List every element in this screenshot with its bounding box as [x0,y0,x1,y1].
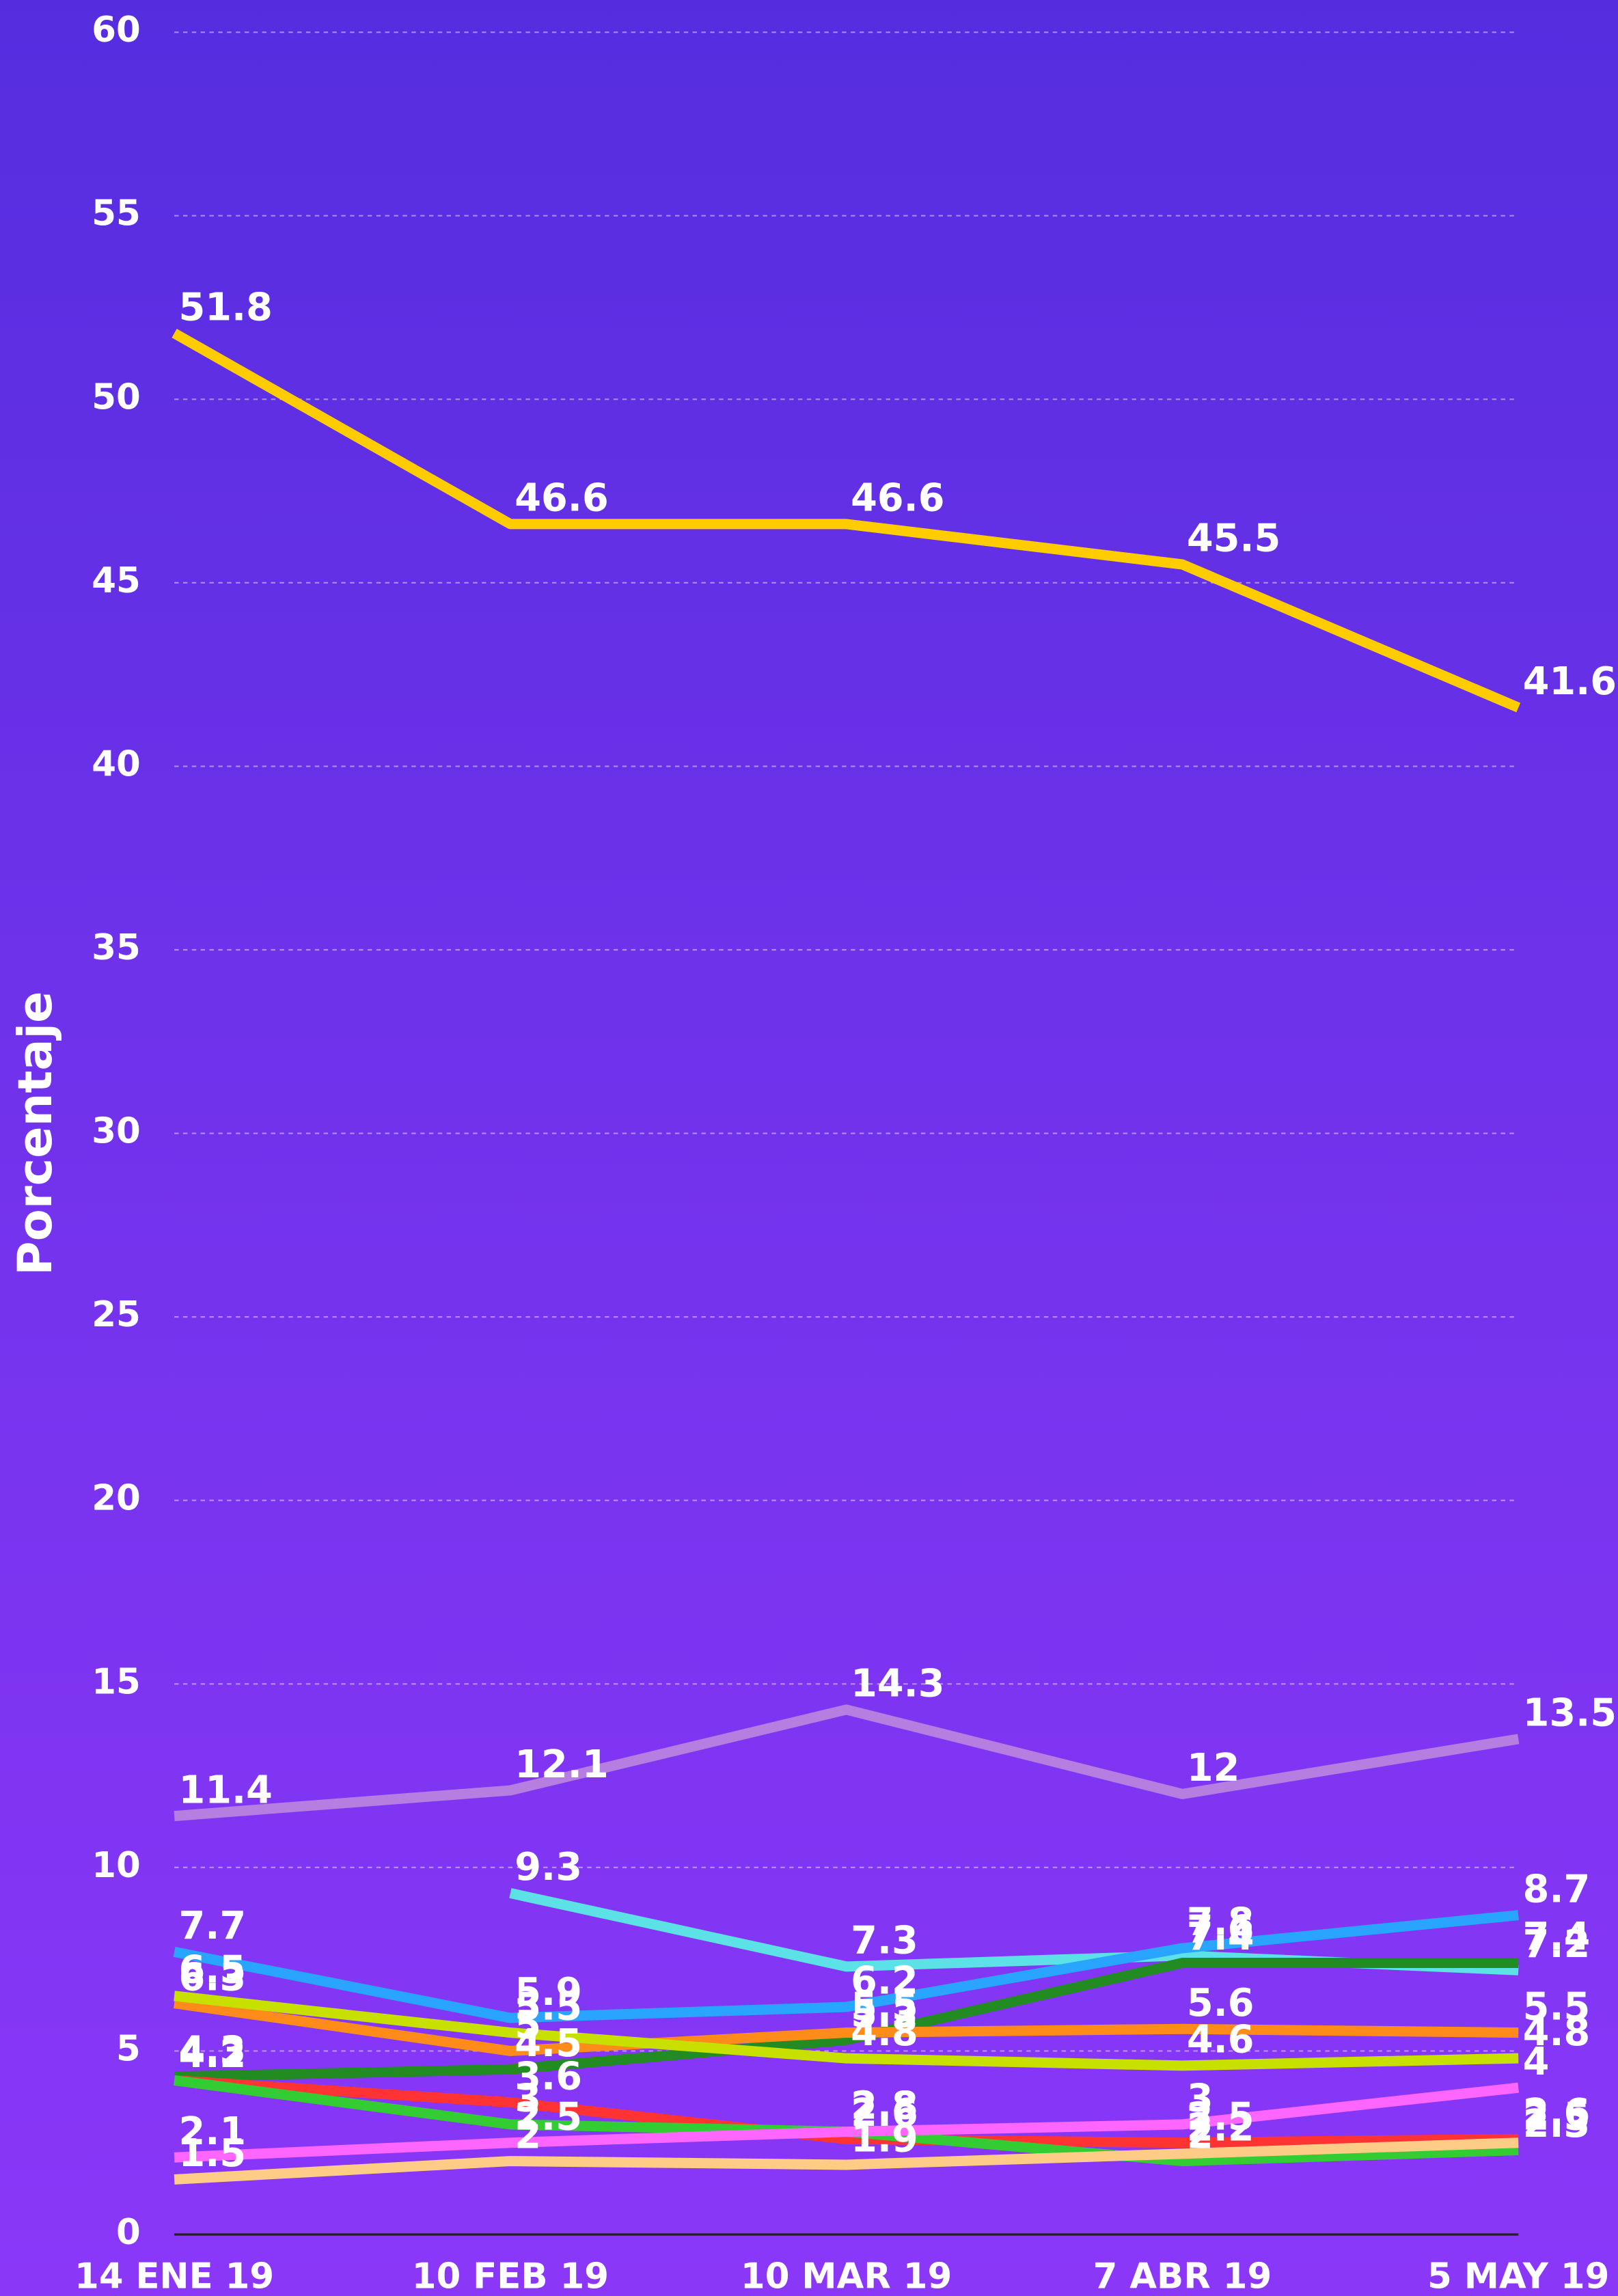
value-label: 7.8 [1187,1900,1254,1945]
value-label: 5.5 [515,1984,582,2029]
value-label: 46.6 [515,476,608,521]
x-tick-label: 14 ENE 19 [74,2256,274,2296]
value-label: 2.5 [1187,2094,1254,2139]
y-tick-label: 50 [92,377,141,418]
value-label: 4.5 [515,2021,582,2066]
value-label: 1.9 [851,2117,918,2161]
x-tick-label: 7 ABR 19 [1093,2256,1272,2296]
series-line [174,1704,1520,1822]
value-label: 7.4 [1523,1915,1591,1959]
value-label: 5.9 [515,1970,582,2014]
value-label: 4.2 [178,2032,246,2077]
value-label: 4.8 [851,2010,918,2055]
value-label: 4.8 [1523,2010,1591,2055]
y-tick-label: 55 [92,193,141,234]
value-label: 2 [1187,2113,1214,2157]
value-label: 3 [1187,2077,1214,2121]
value-label: 2.8 [851,2083,918,2128]
value-label: 11.4 [178,1768,272,1812]
value-label: 2.1 [178,2109,246,2154]
value-label: 3.6 [515,2054,582,2099]
value-label: 5 [515,2003,541,2047]
value-label: 5.5 [851,1984,918,2029]
value-label: 2 [515,2113,541,2157]
series-line [174,2082,1520,2163]
y-tick-label: 30 [92,1111,141,1152]
series-line [174,1998,1519,2056]
value-label: 8.7 [1523,1867,1591,1911]
value-label: 6.3 [178,1955,246,1999]
value-label: 14.3 [851,1662,944,1706]
value-label: 7.4 [1187,1915,1254,1959]
value-label: 6.2 [851,1959,918,2004]
series-line [172,329,1521,713]
value-label: 12 [1187,1746,1240,1790]
y-tick-label: 35 [92,927,141,968]
value-label: 46.6 [851,476,944,521]
y-tick-label: 40 [92,743,141,784]
value-label: 5.5 [1523,1984,1591,2029]
x-tick-label: 5 MAY 19 [1427,2256,1609,2296]
value-label: 2.8 [851,2083,918,2128]
value-label: 45.5 [1187,517,1280,561]
value-label: 13.5 [1523,1691,1617,1736]
value-label: 4.3 [178,2029,246,2073]
series-line [173,1910,1519,2023]
value-label: 7.2 [1523,1922,1591,1967]
value-label: 1.5 [178,2131,246,2176]
value-label: 2.3 [1523,2102,1591,2146]
y-tick-label: 10 [92,1845,141,1886]
value-label: 5.6 [1187,1981,1254,2025]
value-label: 2.5 [1523,2094,1591,2139]
series-line [174,1991,1519,2071]
value-label: 7.3 [851,1919,918,1963]
series-line [174,2137,1519,2185]
series-line [174,2075,1519,2148]
y-tick-label: 20 [92,1478,141,1519]
value-label: 7.6 [1187,1907,1254,1952]
value-label: 12.1 [515,1742,608,1787]
x-tick-label: 10 MAR 19 [741,2256,952,2296]
y-tick-label: 0 [116,2212,141,2253]
value-label: 3 [515,2077,541,2121]
y-tick-label: 60 [92,10,141,51]
value-label: 2.6 [851,2091,918,2135]
value-label: 5.3 [851,1992,918,2036]
value-label: 4 [1523,2040,1550,2084]
value-label: 51.8 [178,285,272,329]
x-tick-label: 10 FEB 19 [412,2256,609,2296]
value-label: 41.6 [1523,659,1617,704]
y-tick-label: 45 [92,560,141,601]
value-label: 2.2 [1187,2106,1254,2150]
value-label: 2.6 [1523,2091,1591,2135]
value-label: 7.7 [178,1904,246,1948]
series-line [174,1958,1519,2082]
y-axis-label: Porcentaje [8,991,63,1275]
value-label: 4.6 [1187,2018,1254,2062]
value-label: 2.5 [515,2094,582,2139]
y-tick-label: 25 [92,1294,141,1335]
y-tick-label: 5 [116,2028,141,2069]
value-label: 6.5 [178,1948,246,1993]
value-label: 9.3 [515,1845,582,1889]
value-label: 4.2 [178,2032,246,2077]
y-tick-label: 15 [92,1661,141,1702]
